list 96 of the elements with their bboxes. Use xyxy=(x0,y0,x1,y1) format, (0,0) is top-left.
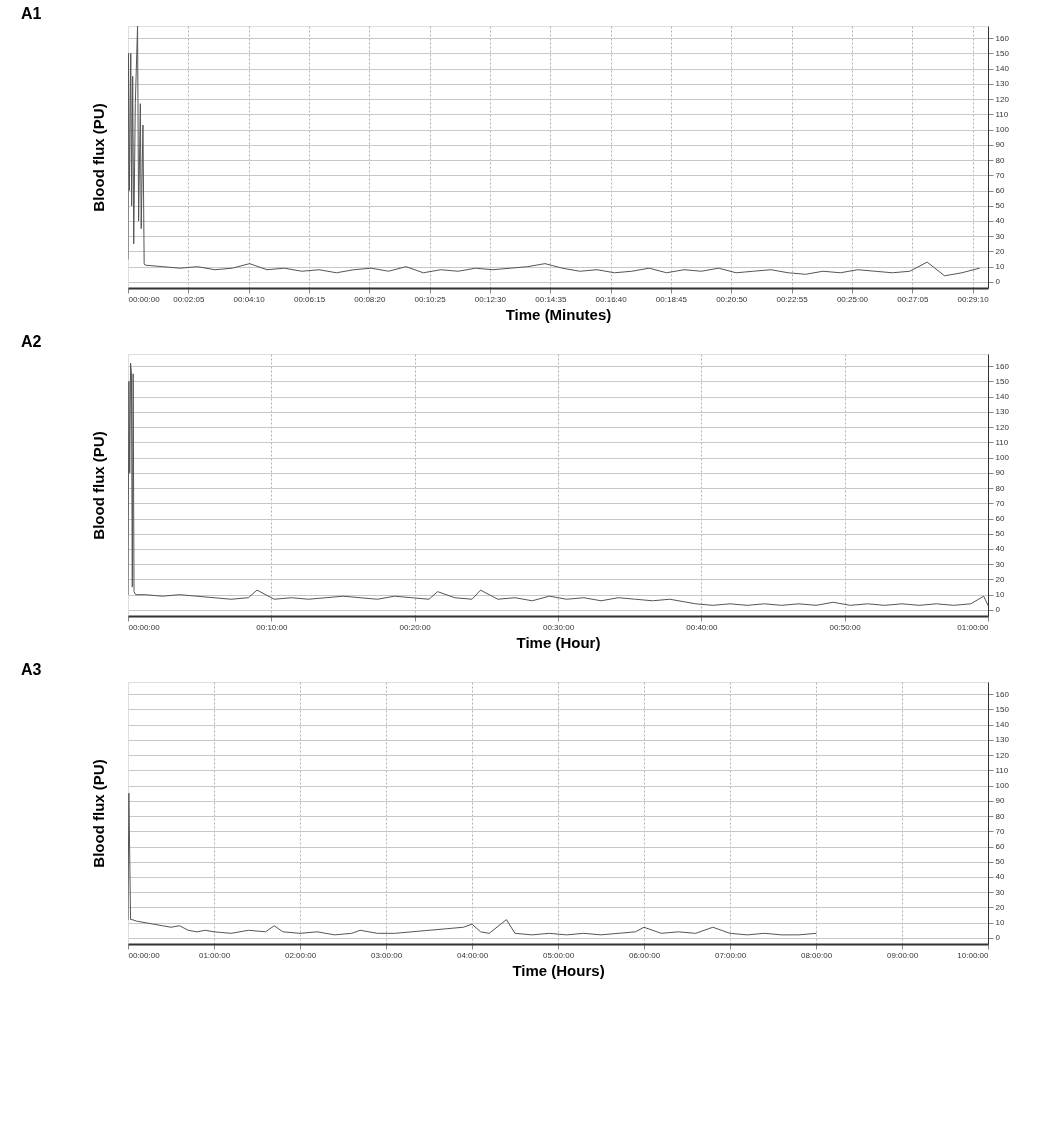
chart-title: A1 xyxy=(21,5,42,22)
y-tick-label: 120 xyxy=(995,750,1010,760)
y-tick-label: 130 xyxy=(995,79,1010,89)
y-axis-title: Blood flux (PU) xyxy=(89,431,107,540)
x-tick-label: 09:00:00 xyxy=(886,950,919,960)
x-tick-label: 00:14:35 xyxy=(535,294,567,304)
line-series xyxy=(128,26,980,277)
y-tick-label: 120 xyxy=(995,422,1010,432)
y-tick-label: 70 xyxy=(995,170,1005,180)
y-tick-label: 80 xyxy=(995,811,1005,821)
chart-title: A2 xyxy=(21,333,42,350)
x-tick-label: 00:00:00 xyxy=(128,294,161,304)
x-tick-label: 07:00:00 xyxy=(714,950,747,960)
x-tick-label: 00:27:05 xyxy=(897,294,929,304)
y-tick-label: 0 xyxy=(995,277,1001,287)
y-tick-label: 40 xyxy=(995,872,1005,882)
x-tick-label: 06:00:00 xyxy=(628,950,661,960)
x-tick-label: 00:20:00 xyxy=(399,622,432,632)
line-series xyxy=(128,362,988,606)
x-tick-label: 08:00:00 xyxy=(800,950,833,960)
y-tick-label: 30 xyxy=(995,231,1005,241)
y-tick-label: 140 xyxy=(995,720,1010,730)
y-tick-label: 70 xyxy=(995,498,1005,508)
y-axis-title: Blood flux (PU) xyxy=(89,759,107,868)
x-tick-label: 00:50:00 xyxy=(829,622,862,632)
y-tick-label: 110 xyxy=(995,109,1009,119)
y-tick-label: 150 xyxy=(995,376,1010,386)
y-tick-label: 50 xyxy=(995,529,1005,539)
x-axis-title: Time (Minutes) xyxy=(505,305,612,323)
y-tick-label: 90 xyxy=(995,468,1005,478)
x-tick-label: 00:40:00 xyxy=(686,622,718,632)
x-tick-label: 00:29:10 xyxy=(957,294,990,304)
y-tick-label: 130 xyxy=(995,407,1010,417)
y-tick-label: 60 xyxy=(995,186,1005,196)
x-tick-label: 00:00:00 xyxy=(128,950,161,960)
x-tick-label: 00:10:25 xyxy=(414,294,447,304)
y-tick-label: 140 xyxy=(995,392,1010,402)
y-tick-label: 40 xyxy=(995,216,1005,226)
y-tick-label: 130 xyxy=(995,735,1010,745)
y-tick-label: 40 xyxy=(995,544,1005,554)
y-tick-label: 150 xyxy=(995,48,1010,58)
y-tick-label: 20 xyxy=(995,574,1005,584)
x-tick-label: 02:00:00 xyxy=(284,950,317,960)
x-tick-label: 00:22:55 xyxy=(776,294,809,304)
y-tick-label: 100 xyxy=(995,453,1010,463)
y-axis-title: Blood flux (PU) xyxy=(89,103,107,212)
y-tick-label: 50 xyxy=(995,201,1005,211)
x-tick-label: 03:00:00 xyxy=(370,950,403,960)
y-tick-label: 70 xyxy=(995,826,1005,836)
y-tick-label: 100 xyxy=(995,125,1010,135)
y-tick-label: 60 xyxy=(995,842,1005,852)
x-tick-label: 01:00:00 xyxy=(198,950,231,960)
y-tick-label: 10 xyxy=(995,918,1005,928)
x-tick-label: 01:00:00 xyxy=(957,622,990,632)
line-series xyxy=(128,792,817,936)
x-tick-label: 00:10:00 xyxy=(256,622,288,632)
y-tick-label: 0 xyxy=(995,605,1001,615)
x-tick-label: 00:06:15 xyxy=(293,294,326,304)
y-tick-label: 10 xyxy=(995,262,1005,272)
x-tick-label: 00:25:00 xyxy=(836,294,869,304)
x-tick-label: 00:16:40 xyxy=(595,294,628,304)
y-tick-label: 90 xyxy=(995,796,1005,806)
x-tick-label: 00:08:20 xyxy=(354,294,386,304)
y-tick-label: 50 xyxy=(995,857,1005,867)
x-axis-title: Time (Hour) xyxy=(516,633,601,651)
x-tick-label: 00:02:05 xyxy=(173,294,205,304)
y-tick-label: 20 xyxy=(995,902,1005,912)
y-tick-label: 160 xyxy=(995,361,1010,371)
y-tick-label: 30 xyxy=(995,887,1005,897)
x-tick-label: 00:18:45 xyxy=(655,294,688,304)
x-tick-label: 00:20:50 xyxy=(716,294,748,304)
x-tick-label: 04:00:00 xyxy=(456,950,489,960)
x-tick-label: 10:00:00 xyxy=(957,950,990,960)
y-tick-label: 140 xyxy=(995,64,1010,74)
y-tick-label: 150 xyxy=(995,704,1010,714)
y-tick-label: 120 xyxy=(995,94,1010,104)
y-tick-label: 90 xyxy=(995,140,1005,150)
x-axis-title: Time (Hours) xyxy=(512,961,605,979)
x-tick-label: 00:12:30 xyxy=(474,294,507,304)
y-tick-label: 60 xyxy=(995,514,1005,524)
y-tick-label: 100 xyxy=(995,781,1010,791)
x-tick-label: 00:30:00 xyxy=(542,622,575,632)
y-tick-label: 80 xyxy=(995,155,1005,165)
y-tick-label: 110 xyxy=(995,437,1009,447)
y-tick-label: 30 xyxy=(995,559,1005,569)
y-tick-label: 10 xyxy=(995,590,1005,600)
y-tick-label: 20 xyxy=(995,246,1005,256)
y-tick-label: 160 xyxy=(995,689,1010,699)
x-tick-label: 00:00:00 xyxy=(128,622,161,632)
y-tick-label: 160 xyxy=(995,33,1010,43)
y-tick-label: 110 xyxy=(995,765,1009,775)
y-tick-label: 0 xyxy=(995,933,1001,943)
chart-title: A3 xyxy=(21,661,42,678)
x-tick-label: 00:04:10 xyxy=(233,294,266,304)
x-tick-label: 05:00:00 xyxy=(542,950,575,960)
y-tick-label: 80 xyxy=(995,483,1005,493)
